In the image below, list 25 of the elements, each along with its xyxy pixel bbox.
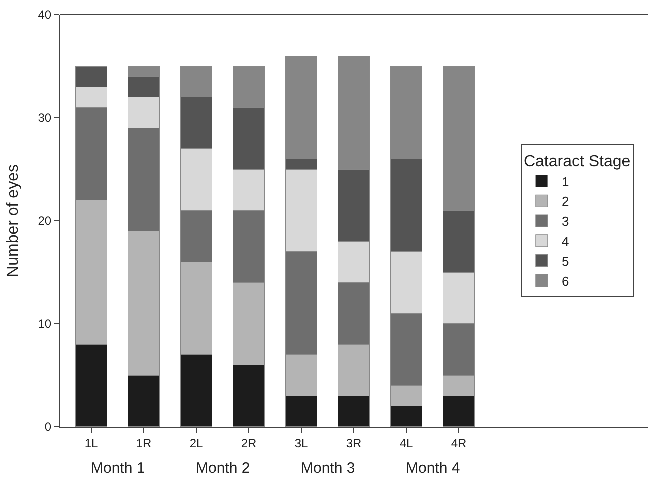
x-tick-label: 1L [84,436,98,450]
y-tick-label: 10 [38,317,52,332]
y-tick-label: 40 [38,8,52,22]
x-tick-label: 2R [241,436,257,450]
legend-label: 4 [562,234,570,250]
x-tick-label: 3L [294,436,308,450]
text: Month 1 [91,460,146,477]
legend-title: Cataract Stage [524,153,631,170]
x-tick-label: 4L [400,436,414,450]
y-tick-label: 0 [44,420,52,434]
y-tick-label: 30 [38,111,52,126]
y-axis-title: Number of eyes [5,164,22,278]
legend-label: 2 [562,194,570,210]
legend-label: 1 [562,174,570,190]
x-tick-label: 3R [346,436,362,450]
legend-label: 6 [562,274,570,289]
x-tick-label: 1R [136,436,152,450]
y-tick-label: 20 [38,214,52,228]
x-tick-label: 4R [451,436,467,450]
legend-label: 3 [562,214,570,230]
text: Month 2 [196,460,250,477]
text: Month 3 [301,460,356,477]
x-tick-label: 2L [190,436,204,450]
text: Month 4 [406,460,460,477]
legend-label: 5 [562,254,570,269]
